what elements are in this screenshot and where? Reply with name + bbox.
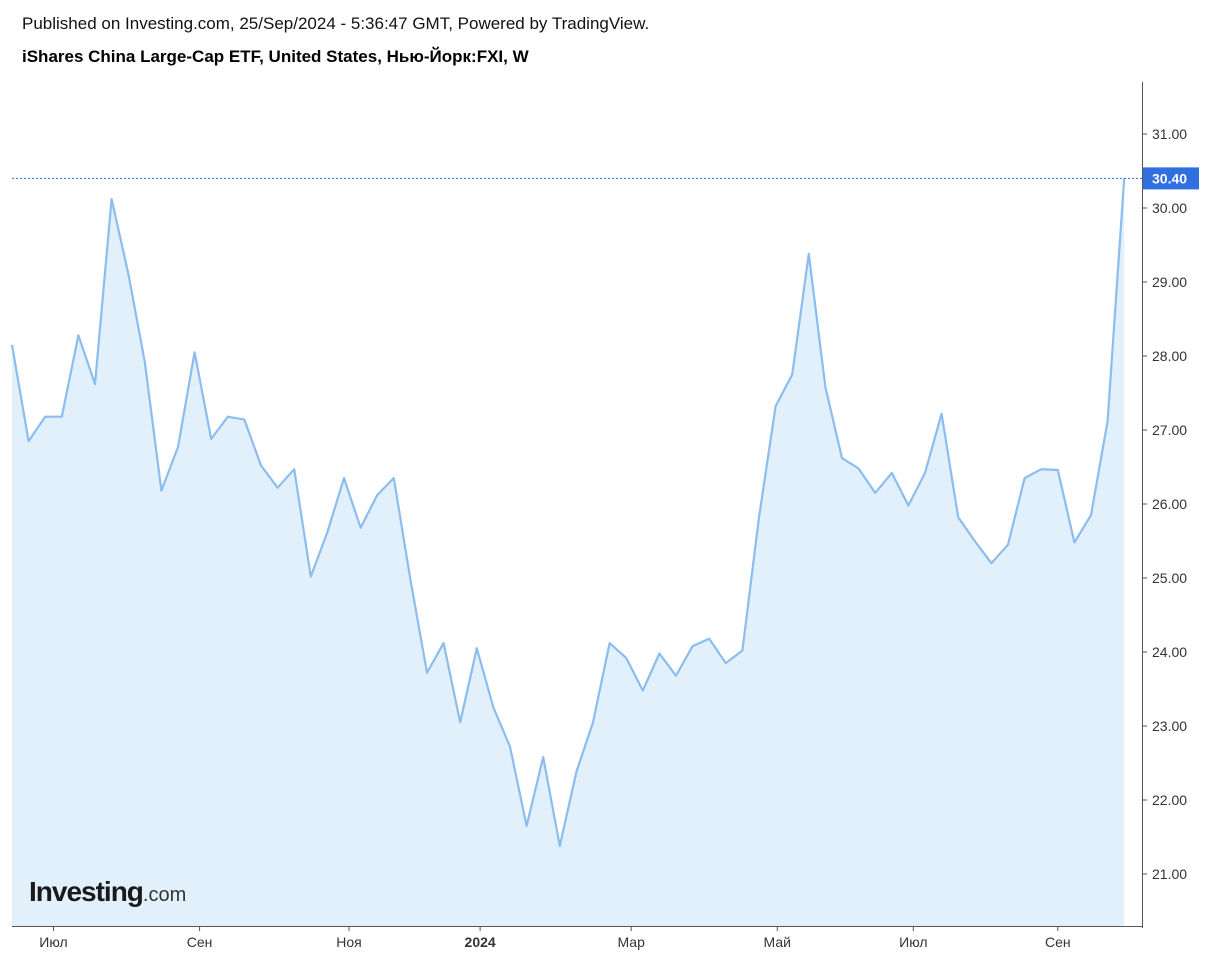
plot-area — [10, 177, 1142, 926]
data-point — [491, 706, 495, 710]
data-point — [923, 471, 927, 475]
data-point — [525, 824, 529, 828]
x-tick-label: Ноя — [336, 934, 361, 950]
data-point — [674, 674, 678, 678]
data-point — [342, 476, 346, 480]
y-tick-label: 22.00 — [1152, 792, 1187, 808]
y-tick-label: 28.00 — [1152, 348, 1187, 364]
data-point — [1056, 468, 1060, 472]
data-point — [508, 745, 512, 749]
data-point — [624, 656, 628, 660]
data-point — [76, 333, 80, 337]
data-point — [43, 415, 47, 419]
y-tick-label: 26.00 — [1152, 496, 1187, 512]
data-point — [857, 467, 861, 471]
data-point — [425, 671, 429, 675]
data-point — [475, 646, 479, 650]
x-axis: Июл Сен Ноя 2024 Мар Май Июл Сен — [12, 926, 1142, 950]
y-axis: 21.00 22.00 23.00 24.00 25.00 26.00 27.00 28.00… — [1142, 82, 1199, 928]
last-price-label: 30.40 — [1152, 170, 1187, 186]
data-point — [940, 412, 944, 416]
data-point — [973, 539, 977, 543]
data-point — [591, 720, 595, 724]
data-point — [906, 504, 910, 508]
data-point — [890, 471, 894, 475]
data-point — [27, 439, 31, 443]
y-tick-label: 21.00 — [1152, 866, 1187, 882]
x-tick-label: Июл — [899, 934, 927, 950]
data-point — [873, 491, 877, 495]
y-tick-label: 27.00 — [1152, 422, 1187, 438]
x-tick-label: Сен — [187, 934, 213, 950]
data-point — [126, 271, 130, 275]
data-point — [143, 360, 147, 364]
data-point — [1106, 419, 1110, 423]
price-line — [10, 178, 1126, 848]
data-point — [657, 652, 661, 656]
data-point — [458, 720, 462, 724]
data-point — [541, 755, 545, 759]
x-tick-label: Мар — [617, 934, 645, 950]
data-point — [309, 575, 313, 579]
x-tick-label: Май — [764, 934, 791, 950]
data-point — [724, 661, 728, 665]
y-tick-label: 29.00 — [1152, 274, 1187, 290]
y-tick-label: 31.00 — [1152, 126, 1187, 142]
data-point — [176, 445, 180, 449]
data-point — [691, 644, 695, 648]
published-note: Published on Investing.com, 25/Sep/2024 … — [22, 14, 650, 33]
data-point — [325, 530, 329, 534]
y-tick-label: 24.00 — [1152, 644, 1187, 660]
price-area — [12, 178, 1125, 926]
data-point — [989, 561, 993, 565]
y-tick-label: 23.00 — [1152, 718, 1187, 734]
data-point — [392, 476, 396, 480]
data-point — [93, 382, 97, 386]
data-point — [442, 641, 446, 645]
data-point — [408, 578, 412, 582]
x-tick-label: Сен — [1045, 934, 1071, 950]
x-tick-label: Июл — [39, 934, 67, 950]
data-point — [226, 415, 230, 419]
data-point — [558, 844, 562, 848]
data-point — [740, 649, 744, 653]
y-tick-label: 30.00 — [1152, 200, 1187, 216]
data-point — [956, 515, 960, 519]
data-point — [110, 197, 114, 201]
data-point — [790, 373, 794, 377]
last-price-badge — [1143, 167, 1199, 190]
data-point — [359, 526, 363, 530]
data-point — [774, 404, 778, 408]
data-point — [375, 493, 379, 497]
data-point — [574, 770, 578, 774]
data-point — [10, 343, 14, 347]
data-point — [707, 637, 711, 641]
y-tick-label: 25.00 — [1152, 570, 1187, 586]
data-point — [1089, 513, 1093, 517]
data-point — [159, 489, 163, 493]
data-point — [823, 385, 827, 389]
data-point — [757, 515, 761, 519]
data-point — [608, 641, 612, 645]
data-point — [1039, 467, 1043, 471]
data-point — [60, 415, 64, 419]
data-point — [807, 252, 811, 256]
data-point — [193, 350, 197, 354]
data-point — [276, 486, 280, 490]
data-point — [209, 437, 213, 441]
data-point — [292, 467, 296, 471]
data-point — [641, 689, 645, 693]
data-point — [840, 456, 844, 460]
x-tick-label: 2024 — [465, 934, 496, 950]
data-point — [1072, 541, 1076, 545]
chart-title: iShares China Large-Cap ETF, United Stat… — [22, 47, 529, 66]
data-point — [242, 418, 246, 422]
investing-logo: Investing.com — [29, 876, 187, 907]
data-point — [259, 464, 263, 468]
data-point — [1023, 476, 1027, 480]
data-point — [1006, 543, 1010, 547]
